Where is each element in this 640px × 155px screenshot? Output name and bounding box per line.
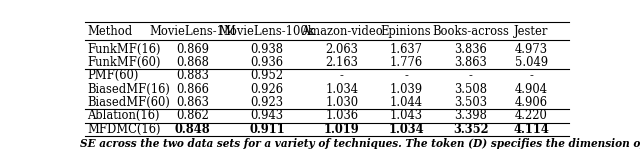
- Text: 4.114: 4.114: [513, 123, 549, 136]
- Text: Epinions: Epinions: [381, 25, 431, 38]
- Text: PMF(60): PMF(60): [88, 69, 139, 82]
- Text: BiasedMF(60): BiasedMF(60): [88, 96, 170, 109]
- Text: 1.637: 1.637: [390, 42, 422, 55]
- Text: 1.030: 1.030: [325, 96, 358, 109]
- Text: 3.836: 3.836: [454, 42, 487, 55]
- Text: 1.044: 1.044: [390, 96, 422, 109]
- Text: Books-across: Books-across: [432, 25, 509, 38]
- Text: 0.869: 0.869: [177, 42, 209, 55]
- Text: -: -: [468, 69, 472, 82]
- Text: Method: Method: [88, 25, 132, 38]
- Text: 4.973: 4.973: [515, 42, 548, 55]
- Text: 0.952: 0.952: [251, 69, 284, 82]
- Text: 3.352: 3.352: [453, 123, 488, 136]
- Text: BiasedMF(16): BiasedMF(16): [88, 83, 170, 96]
- Text: 1.776: 1.776: [390, 56, 422, 69]
- Text: -: -: [404, 69, 408, 82]
- Text: -: -: [529, 69, 533, 82]
- Text: 5.049: 5.049: [515, 56, 548, 69]
- Text: 4.904: 4.904: [515, 83, 548, 96]
- Text: FunkMF(60): FunkMF(60): [88, 56, 161, 69]
- Text: Ablation(16): Ablation(16): [88, 109, 160, 122]
- Text: 0.911: 0.911: [250, 123, 285, 136]
- Text: 3.508: 3.508: [454, 83, 487, 96]
- Text: 0.883: 0.883: [177, 69, 209, 82]
- Text: MovieLens-100k: MovieLens-100k: [219, 25, 316, 38]
- Text: 3.503: 3.503: [454, 96, 487, 109]
- Text: 3.398: 3.398: [454, 109, 487, 122]
- Text: 0.926: 0.926: [251, 83, 284, 96]
- Text: MovieLens-1M: MovieLens-1M: [149, 25, 236, 38]
- Text: 0.936: 0.936: [251, 56, 284, 69]
- Text: Amazon-video: Amazon-video: [301, 25, 383, 38]
- Text: 0.938: 0.938: [251, 42, 284, 55]
- Text: 0.923: 0.923: [251, 96, 284, 109]
- Text: 2.163: 2.163: [325, 56, 358, 69]
- Text: 4.220: 4.220: [515, 109, 548, 122]
- Text: -: -: [340, 69, 344, 82]
- Text: 0.943: 0.943: [251, 109, 284, 122]
- Text: 0.863: 0.863: [177, 96, 209, 109]
- Text: 0.862: 0.862: [177, 109, 209, 122]
- Text: 3.863: 3.863: [454, 56, 487, 69]
- Text: 1.036: 1.036: [325, 109, 358, 122]
- Text: 0.868: 0.868: [177, 56, 209, 69]
- Text: MFDMC(16): MFDMC(16): [88, 123, 161, 136]
- Text: FunkMF(16): FunkMF(16): [88, 42, 161, 55]
- Text: 4.906: 4.906: [515, 96, 548, 109]
- Text: 2.063: 2.063: [325, 42, 358, 55]
- Text: 0.848: 0.848: [175, 123, 211, 136]
- Text: 1.043: 1.043: [390, 109, 422, 122]
- Text: 1.019: 1.019: [324, 123, 360, 136]
- Text: 1.034: 1.034: [325, 83, 358, 96]
- Text: 1.034: 1.034: [388, 123, 424, 136]
- Text: Jester: Jester: [514, 25, 548, 38]
- Text: 1.039: 1.039: [390, 83, 422, 96]
- Text: SE across the two data sets for a variety of techniques. The token (D) specifies: SE across the two data sets for a variet…: [80, 138, 640, 149]
- Text: 0.866: 0.866: [177, 83, 209, 96]
